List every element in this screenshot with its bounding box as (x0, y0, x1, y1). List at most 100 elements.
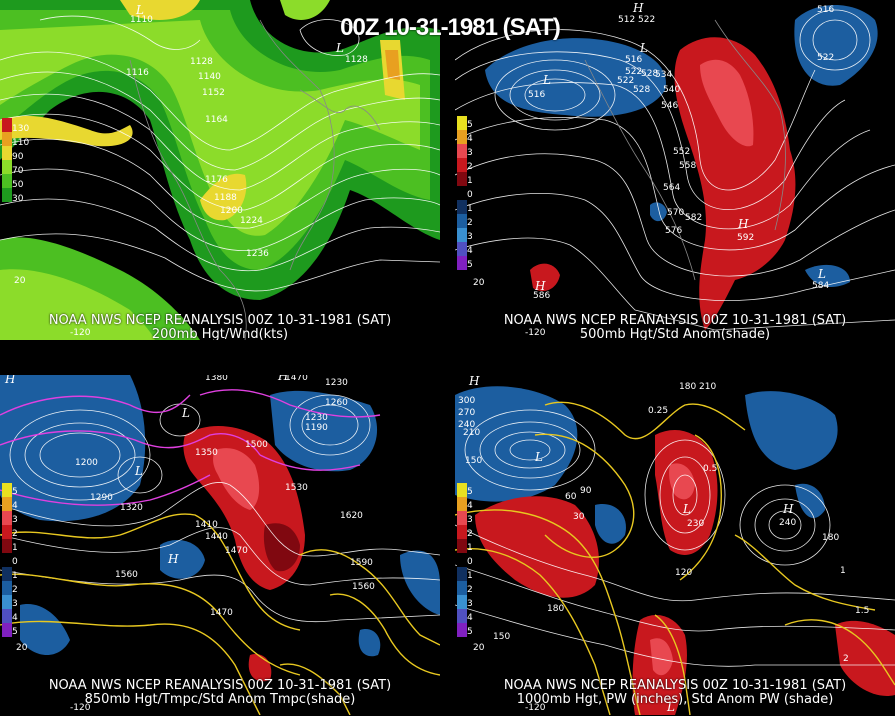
contour-label: 150 (493, 632, 510, 642)
map-850mb: 1380 1470 1230 1260 1350 1500 1530 1200 … (0, 375, 440, 715)
low-marker: L (666, 700, 675, 714)
contour-label: 180 (547, 604, 564, 614)
contour-label: 522 (817, 53, 834, 63)
contour-label: 1128 (345, 55, 368, 65)
colorbar (457, 116, 467, 270)
colorbar-labels: 130 110 90 70 50 30 (12, 124, 30, 204)
contour-label: 1230 (305, 413, 328, 423)
contour-label: 522 (617, 76, 634, 86)
high-marker: H (632, 1, 644, 15)
contour-label: 1380 (205, 375, 228, 383)
contour-label: 558 (679, 161, 696, 171)
contour-label: 1188 (214, 193, 237, 203)
contour-label: 1620 (340, 511, 363, 521)
contour-label: 1140 (198, 72, 221, 82)
high-marker: H (782, 502, 794, 516)
panel-title: NOAA NWS NCEP REANALYSIS 00Z 10-31-1981 … (48, 678, 392, 707)
contour-label: 516 (528, 90, 545, 100)
contour-label: 210 (699, 382, 716, 392)
colorbar (457, 483, 467, 637)
contour-label: 1410 (195, 520, 218, 530)
low-marker: L (639, 41, 648, 55)
contour-label: 1224 (240, 216, 263, 226)
contour-label: 90 (580, 486, 592, 496)
contour-label: 592 (737, 233, 754, 243)
contour-label: 586 (533, 291, 550, 301)
map-200mb: 1116 1128 1140 1152 1164 1176 1188 1200 … (0, 0, 440, 340)
contour-label: 534 (655, 70, 672, 80)
lat-label: 20 (473, 278, 485, 288)
contour-label: 1560 (352, 582, 375, 592)
contour-label: 1320 (120, 503, 143, 513)
contour-label: 1260 (325, 398, 348, 408)
contour-label: 1.5 (855, 606, 869, 616)
low-marker: L (534, 450, 543, 464)
high-marker: H (4, 375, 16, 386)
high-marker: H (167, 552, 179, 566)
low-marker: L (135, 3, 144, 17)
contour-label: 528 (641, 69, 658, 79)
lon-label: -120 (70, 328, 91, 338)
contour-label: 564 (663, 183, 680, 193)
contour-label: 522 (625, 67, 642, 77)
contour-label: 240 (779, 518, 796, 528)
contour-label: 1440 (205, 532, 228, 542)
panel-title: NOAA NWS NCEP REANALYSIS 00Z 10-31-1981 … (48, 313, 392, 341)
contour-label: 270 (458, 408, 475, 418)
panel-title: NOAA NWS NCEP REANALYSIS 00Z 10-31-1981 … (503, 313, 847, 341)
contour-label: 300 (458, 396, 475, 406)
contour-label: 1190 (305, 423, 328, 433)
contour-label: 2 (843, 654, 849, 664)
contour-label: 1470 (285, 375, 308, 383)
contour-label: 512 (618, 15, 635, 25)
contour-label: 60 (565, 492, 577, 502)
lon-label: -120 (525, 703, 546, 713)
contour-label: 0.5 (703, 464, 717, 474)
contour-label: 570 (667, 208, 684, 218)
low-marker: L (181, 406, 190, 420)
lat-label: 20 (14, 276, 26, 286)
contour-label: 584 (812, 281, 829, 291)
contour-label: 1290 (90, 493, 113, 503)
contour-label: 180 (822, 533, 839, 543)
contour-label: 1590 (350, 558, 373, 568)
contour-label: 1350 (195, 448, 218, 458)
lon-label: -120 (70, 703, 91, 713)
contour-label: 1470 (210, 608, 233, 618)
low-marker: L (335, 41, 344, 55)
contour-label: 516 (625, 55, 642, 65)
contour-label: 240 (458, 420, 475, 430)
contour-label: 230 (687, 519, 704, 529)
contour-label: 150 (465, 456, 482, 466)
panel-850mb: 1380 1470 1230 1260 1350 1500 1530 1200 … (0, 375, 440, 715)
map-1000mb: 300 270 240 210 150 180 120 90 60 30 0.2… (455, 375, 895, 715)
contour-label: 0.25 (648, 406, 668, 416)
contour-label: 1176 (205, 175, 228, 185)
main-title: 00Z 10-31-1981 (SAT) (340, 14, 561, 41)
contour-label: 528 (633, 85, 650, 95)
contour-label: 546 (661, 101, 678, 111)
low-marker: L (542, 73, 551, 87)
contour-label: 1164 (205, 115, 228, 125)
panel-1000mb: 300 270 240 210 150 180 120 90 60 30 0.2… (455, 375, 895, 715)
panel-500mb: 516 522 528 534 540 546 552 558 564 570 … (455, 0, 895, 340)
contour-label: 1530 (285, 483, 308, 493)
high-marker: H (534, 279, 546, 293)
map-500mb: 516 522 528 534 540 546 552 558 564 570 … (455, 0, 895, 340)
low-marker: L (134, 464, 143, 478)
panel-title: NOAA NWS NCEP REANALYSIS 00Z 10-31-1981 … (503, 678, 847, 707)
high-marker: H (277, 375, 289, 383)
panel-200mb: 1116 1128 1140 1152 1164 1176 1188 1200 … (0, 0, 440, 340)
contour-label: 1110 (130, 15, 153, 25)
contour-label: 522 (638, 15, 655, 25)
contour-label: 516 (817, 5, 834, 15)
contour-label: 180 (679, 382, 696, 392)
contour-label: 1236 (246, 249, 269, 259)
contour-label: 1470 (225, 546, 248, 556)
contour-label: 1500 (245, 440, 268, 450)
high-marker: H (737, 217, 749, 231)
contour-label: 1200 (75, 458, 98, 468)
